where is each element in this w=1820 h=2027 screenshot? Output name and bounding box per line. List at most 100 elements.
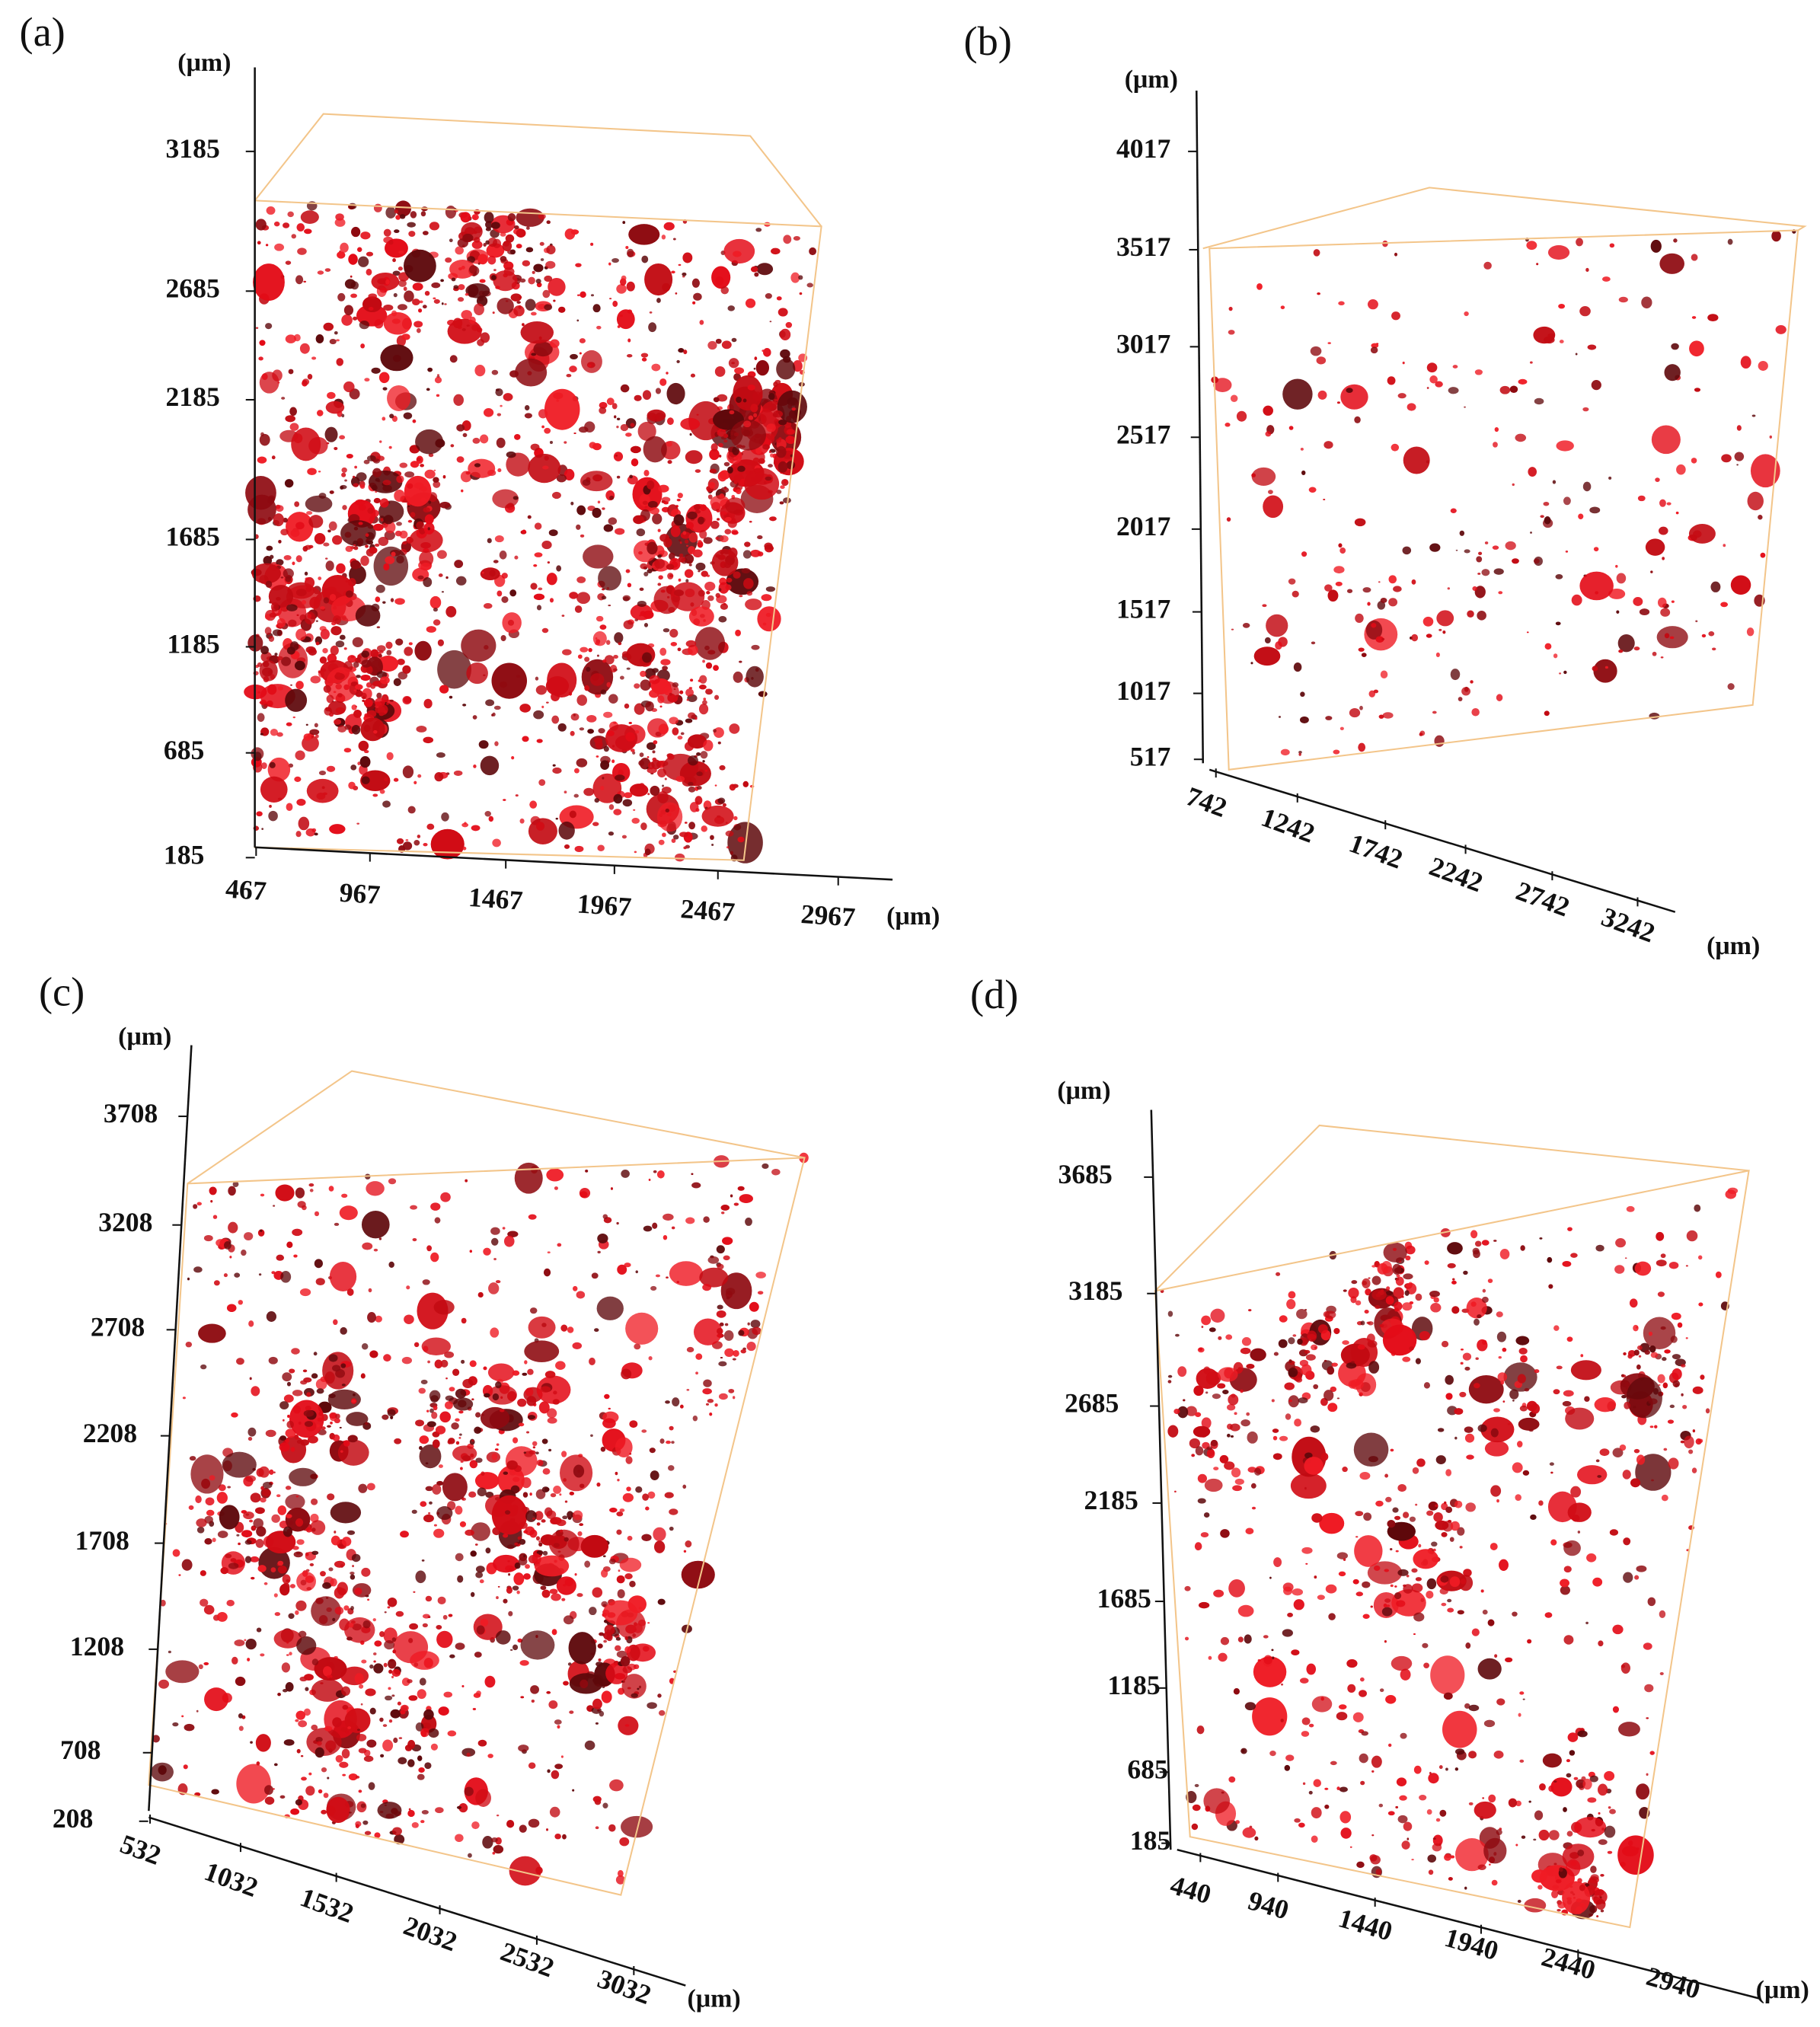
particle bbox=[1375, 636, 1384, 643]
particle bbox=[690, 678, 694, 682]
particle bbox=[768, 464, 773, 468]
particle bbox=[355, 689, 363, 697]
particle bbox=[1647, 1597, 1656, 1607]
particle bbox=[280, 606, 289, 612]
particle bbox=[413, 321, 423, 328]
particle bbox=[615, 528, 625, 535]
particle bbox=[615, 774, 625, 781]
particle bbox=[530, 583, 538, 590]
particle bbox=[340, 520, 376, 547]
particle bbox=[679, 690, 684, 694]
particle bbox=[640, 670, 647, 678]
particle bbox=[435, 1807, 444, 1814]
particle bbox=[433, 1405, 438, 1411]
particle bbox=[404, 475, 432, 507]
particle bbox=[1317, 1594, 1325, 1601]
particle bbox=[1669, 636, 1675, 640]
particle bbox=[564, 228, 576, 240]
particle bbox=[541, 705, 544, 709]
particle bbox=[296, 799, 306, 806]
particle bbox=[1505, 541, 1516, 551]
particle bbox=[776, 358, 796, 380]
particle bbox=[1352, 1712, 1364, 1722]
particle bbox=[643, 470, 650, 477]
particle bbox=[292, 1228, 303, 1237]
particle bbox=[434, 772, 444, 782]
particle bbox=[769, 321, 772, 323]
particle bbox=[576, 576, 586, 583]
particle bbox=[330, 1421, 333, 1425]
particle bbox=[615, 1875, 625, 1885]
particle bbox=[294, 501, 300, 507]
particle bbox=[666, 417, 674, 426]
particle bbox=[1253, 646, 1281, 666]
particle bbox=[519, 278, 526, 283]
particle bbox=[403, 286, 407, 292]
particle bbox=[755, 228, 762, 232]
particle bbox=[1487, 1619, 1495, 1626]
particle bbox=[374, 1832, 381, 1838]
particle bbox=[493, 705, 501, 710]
particle bbox=[309, 1189, 314, 1192]
particle bbox=[577, 1531, 583, 1537]
particle bbox=[384, 530, 395, 541]
panel-label: (d) bbox=[970, 972, 1018, 1017]
particle bbox=[592, 1587, 603, 1598]
particle bbox=[1284, 1764, 1291, 1771]
particle bbox=[455, 1834, 464, 1842]
particle bbox=[1338, 1571, 1346, 1577]
particle bbox=[724, 528, 732, 535]
particle bbox=[255, 1734, 271, 1752]
particle bbox=[433, 619, 441, 626]
particle bbox=[420, 1501, 427, 1507]
particle bbox=[722, 803, 726, 807]
particle bbox=[1617, 1835, 1654, 1875]
particle bbox=[1189, 1438, 1201, 1449]
particle bbox=[324, 1371, 335, 1384]
particle bbox=[723, 433, 729, 439]
particle bbox=[1233, 1688, 1240, 1695]
particle bbox=[1280, 305, 1285, 310]
particle bbox=[412, 283, 423, 291]
particle bbox=[407, 1759, 415, 1767]
particle bbox=[550, 1492, 557, 1498]
particle bbox=[1563, 1635, 1574, 1645]
particle bbox=[408, 1695, 418, 1701]
particle bbox=[1413, 1765, 1422, 1774]
particle bbox=[276, 1254, 285, 1261]
particle bbox=[1567, 1732, 1579, 1742]
particle bbox=[1618, 650, 1624, 653]
particle bbox=[695, 1353, 703, 1360]
particle bbox=[1173, 1408, 1180, 1415]
particle bbox=[1474, 1318, 1480, 1326]
y-tick-label: 2708 bbox=[91, 1312, 145, 1342]
particle bbox=[1384, 1569, 1390, 1572]
y-tick-label: 3708 bbox=[104, 1098, 158, 1128]
particle bbox=[666, 441, 672, 447]
particle bbox=[516, 228, 526, 238]
particle bbox=[396, 522, 402, 526]
particle bbox=[1530, 1514, 1537, 1521]
particle bbox=[1228, 1393, 1239, 1406]
y-tick-label: 685 bbox=[1127, 1754, 1167, 1784]
particle bbox=[361, 776, 370, 784]
particle bbox=[1747, 491, 1764, 511]
particle bbox=[1457, 1610, 1464, 1615]
particle bbox=[600, 1446, 606, 1452]
particle bbox=[373, 203, 382, 212]
particle bbox=[1293, 662, 1302, 672]
particle bbox=[339, 1618, 350, 1631]
particle bbox=[592, 507, 602, 519]
particle bbox=[303, 1708, 311, 1716]
particle bbox=[495, 1381, 502, 1389]
particle bbox=[328, 521, 337, 531]
particle bbox=[793, 235, 800, 241]
particle bbox=[640, 353, 649, 358]
particle bbox=[244, 1639, 247, 1642]
particle bbox=[343, 1605, 350, 1611]
x-tick-label: 3032 bbox=[594, 1963, 656, 2010]
particle bbox=[693, 504, 701, 511]
particle bbox=[226, 1304, 237, 1313]
particle bbox=[1563, 670, 1567, 675]
particle bbox=[569, 592, 579, 599]
